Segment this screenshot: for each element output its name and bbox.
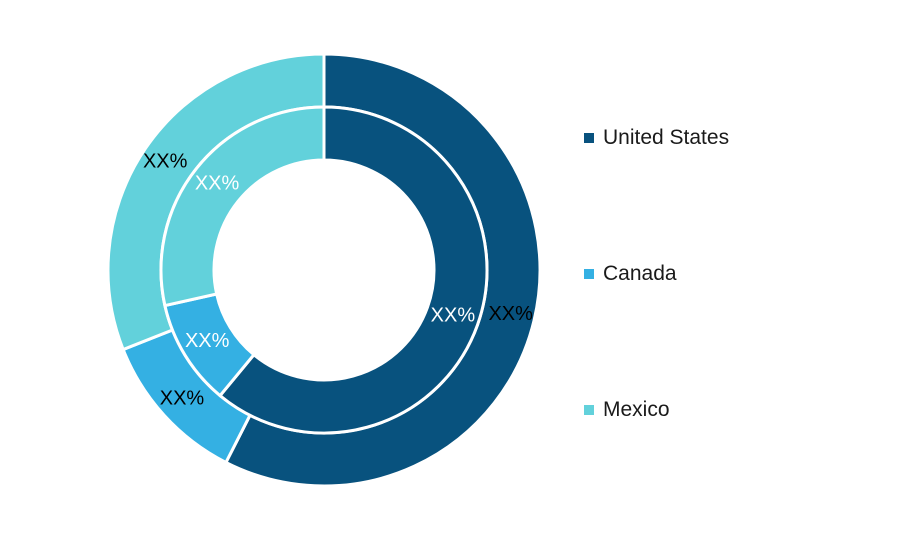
inner-label-mexico: XX% — [195, 173, 240, 195]
inner-slice-united-states — [217, 105, 489, 435]
legend-label: Canada — [603, 262, 677, 285]
legend-item-mexico: Mexico — [584, 398, 670, 422]
legend-label: United States — [603, 126, 730, 149]
legend-swatch-canada — [584, 269, 594, 279]
legend-swatch-united-states — [584, 133, 594, 143]
inner-label-united-states: XX% — [431, 305, 476, 327]
legend-item-united-states: United States — [584, 126, 729, 150]
outer-label-mexico: XX% — [143, 150, 188, 172]
legend-label: Mexico — [603, 398, 670, 421]
inner-slice-mexico — [159, 105, 326, 308]
legend: United States Canada Mexico — [584, 0, 884, 541]
legend-item-canada: Canada — [584, 262, 677, 286]
legend-swatch-mexico — [584, 405, 594, 415]
outer-label-canada: XX% — [160, 387, 205, 409]
inner-label-canada: XX% — [185, 330, 230, 352]
outer-label-united-states: XX% — [488, 303, 533, 325]
